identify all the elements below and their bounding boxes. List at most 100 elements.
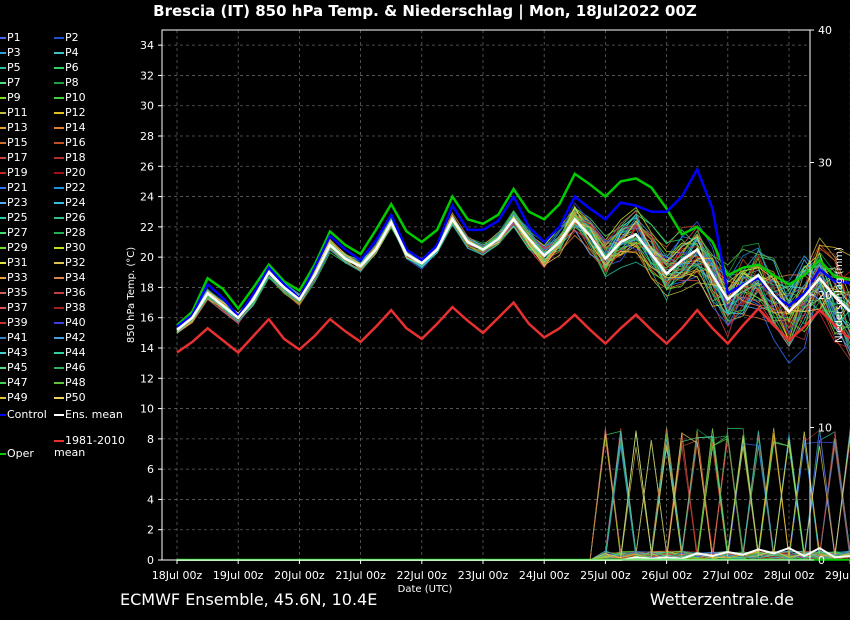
legend-label: Ens. mean [65, 408, 123, 421]
legend-swatch [0, 172, 6, 174]
y-tick-label: 16 [140, 312, 154, 325]
legend-label: P41 [7, 331, 28, 344]
y-tick-label: 20 [140, 251, 154, 264]
legend-swatch [54, 292, 64, 294]
legend-label: P5 [7, 61, 21, 74]
member-precip-line [177, 427, 850, 561]
legend-label: P4 [65, 46, 79, 59]
legend-item-member: P50 [54, 392, 86, 404]
legend-label: P16 [65, 136, 86, 149]
legend-swatch [0, 397, 6, 399]
member-precip-line [177, 431, 850, 561]
legend-item-member: P41 [0, 332, 28, 344]
y-tick-label: 12 [140, 372, 154, 385]
y-tick-label: 4 [147, 493, 154, 506]
member-precip-line [177, 436, 850, 561]
legend-item-member: P33 [0, 272, 28, 284]
footer-site-name: Wetterzentrale.de [649, 590, 794, 609]
legend-label: P26 [65, 211, 86, 224]
y2-axis-label: Niederschlag (mm) [834, 247, 845, 343]
member-precip-line [177, 431, 850, 561]
legend-item-member: P12 [54, 107, 86, 119]
legend-label: P46 [65, 361, 86, 374]
legend-swatch [0, 67, 6, 69]
legend-item-member: P30 [54, 242, 86, 254]
legend-swatch [0, 414, 6, 416]
member-precip-line [177, 429, 850, 561]
member-precip-line [177, 428, 850, 561]
legend-swatch [54, 232, 64, 234]
legend-swatch [54, 52, 64, 54]
member-precip-line [177, 428, 850, 561]
member-precip-line [177, 433, 850, 561]
x-tick-label: 18Jul 00z [152, 569, 203, 582]
legend-swatch [54, 277, 64, 279]
legend-swatch [54, 397, 64, 399]
legend-label: Control [7, 408, 47, 421]
legend-swatch [0, 37, 6, 39]
clim-mean-line [176, 300, 850, 355]
legend-swatch [54, 67, 64, 69]
legend-swatch [54, 262, 64, 264]
legend-item-member: P29 [0, 242, 28, 254]
legend-swatch [54, 202, 64, 204]
legend-swatch [54, 217, 64, 219]
legend-swatch [54, 142, 64, 144]
member-precip-line [177, 429, 850, 561]
legend-label: P17 [7, 151, 28, 164]
x-tick-label: 22Jul 00z [397, 569, 448, 582]
legend-item-member: P13 [0, 122, 28, 134]
y-tick-label: 14 [140, 342, 154, 355]
legend-label: P8 [65, 76, 79, 89]
legend-label: P36 [65, 286, 86, 299]
member-precip-line [177, 431, 850, 561]
legend-item-member: P39 [0, 317, 28, 329]
legend-label: P6 [65, 61, 79, 74]
legend-item-member: P48 [54, 377, 86, 389]
legend-swatch [0, 352, 6, 354]
member-precip-line [177, 435, 850, 561]
member-precip-line [177, 428, 850, 561]
legend-item-member: P36 [54, 287, 86, 299]
legend-item-member: P44 [54, 347, 86, 359]
chart-title: Brescia (IT) 850 hPa Temp. & Niederschla… [153, 2, 697, 20]
legend-item-member: P43 [0, 347, 28, 359]
legend-label: P21 [7, 181, 28, 194]
ens-mean-line [176, 216, 850, 331]
legend-item-member: P19 [0, 167, 28, 179]
legend-label: P25 [7, 211, 28, 224]
y-tick-label: 8 [147, 433, 154, 446]
legend-label: P22 [65, 181, 86, 194]
legend-item-member: P32 [54, 257, 86, 269]
legend-item-member: P8 [54, 77, 79, 89]
y-tick-label: 18 [140, 281, 154, 294]
oper-line [176, 172, 850, 327]
x-axis-label: Date (UTC) [397, 584, 453, 595]
legend-swatch [0, 202, 6, 204]
y-tick-label: 32 [140, 69, 154, 82]
legend-item-member: P40 [54, 317, 86, 329]
precip-lines [177, 427, 850, 561]
legend-swatch [54, 367, 64, 369]
legend-label: P13 [7, 121, 28, 134]
legend-swatch [0, 322, 6, 324]
legend-item-member: P10 [54, 92, 86, 104]
legend-swatch [0, 142, 6, 144]
legend-label: P32 [65, 256, 86, 269]
legend-label: P9 [7, 91, 21, 104]
legend-swatch [54, 82, 64, 84]
member-precip-line [177, 435, 850, 561]
member-precip-line [177, 429, 850, 561]
x-tick-label: 20Jul 00z [274, 569, 325, 582]
y-tick-label: 26 [140, 160, 154, 173]
legend-swatch [54, 157, 64, 159]
legend-item-member: P26 [54, 212, 86, 224]
member-precip-line [177, 428, 850, 561]
legend-item-member: P49 [0, 392, 28, 404]
legend-label: P12 [65, 106, 86, 119]
legend-item-member: P4 [54, 47, 79, 59]
legend-label: P39 [7, 316, 28, 329]
member-precip-line [177, 431, 850, 561]
member-precip-line [177, 428, 850, 561]
